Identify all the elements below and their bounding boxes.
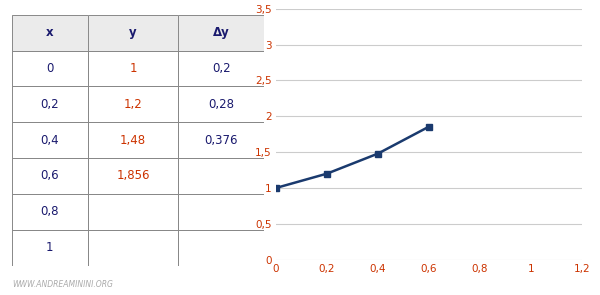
Text: 0: 0: [46, 62, 53, 75]
Text: 1: 1: [46, 241, 53, 254]
Bar: [88, 194, 178, 230]
Text: 1: 1: [129, 62, 137, 75]
Bar: [12, 122, 88, 158]
Bar: [178, 194, 264, 230]
Bar: [12, 194, 88, 230]
Bar: [88, 15, 178, 50]
Text: 0,6: 0,6: [40, 169, 59, 182]
Bar: [88, 230, 178, 266]
Bar: [88, 50, 178, 86]
Text: x: x: [46, 26, 53, 39]
Bar: [12, 15, 88, 50]
Text: Δy: Δy: [213, 26, 230, 39]
Bar: [88, 86, 178, 122]
Bar: [178, 158, 264, 194]
Text: 0,28: 0,28: [208, 98, 234, 111]
Bar: [88, 158, 178, 194]
Bar: [178, 15, 264, 50]
Bar: [178, 50, 264, 86]
Text: 1,856: 1,856: [116, 169, 150, 182]
Bar: [12, 230, 88, 266]
Bar: [12, 15, 88, 50]
Text: 0,4: 0,4: [40, 134, 59, 147]
Bar: [12, 50, 88, 86]
Bar: [12, 158, 88, 194]
Bar: [12, 86, 88, 122]
Bar: [88, 122, 178, 158]
Bar: [178, 15, 264, 50]
Bar: [88, 15, 178, 50]
Text: 0,376: 0,376: [205, 134, 238, 147]
Text: 1,2: 1,2: [124, 98, 142, 111]
Text: y: y: [129, 26, 137, 39]
Text: 0,8: 0,8: [41, 205, 59, 218]
Text: 0,2: 0,2: [40, 98, 59, 111]
Text: WWW.ANDREAMININI.ORG: WWW.ANDREAMININI.ORG: [12, 280, 113, 289]
Text: 1,48: 1,48: [120, 134, 146, 147]
Bar: [178, 122, 264, 158]
Text: 0,2: 0,2: [212, 62, 230, 75]
Bar: [178, 230, 264, 266]
Bar: [178, 86, 264, 122]
